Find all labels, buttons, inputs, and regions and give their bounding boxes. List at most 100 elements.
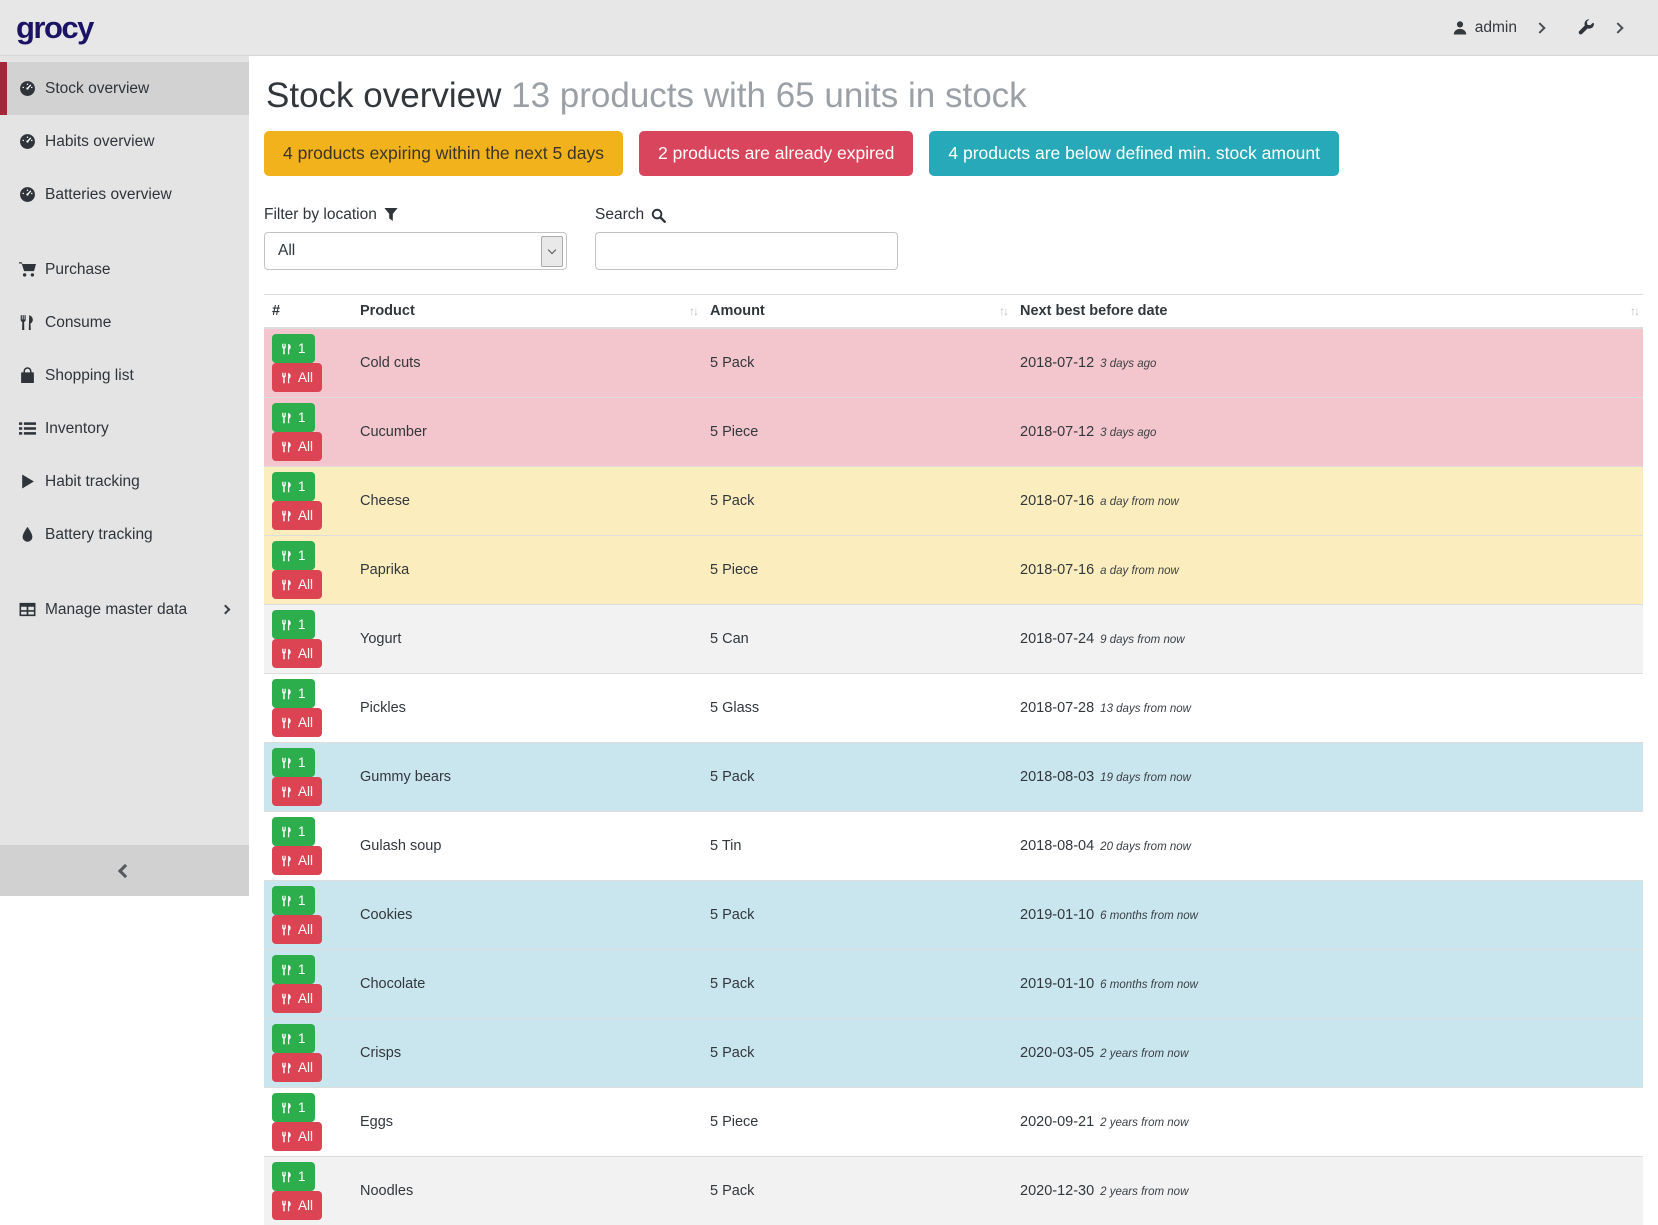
column-header-best-before[interactable]: Next best before date↑↓ [1012, 295, 1643, 329]
sort-icon[interactable]: ↑↓ [689, 304, 697, 318]
location-filter-select[interactable]: All [264, 232, 567, 270]
consume-all-label: All [298, 646, 313, 661]
table-row: 1 All Chocolate 5 Pack 2019-01-106 month… [264, 950, 1643, 1019]
sidebar-item-habits-overview[interactable]: Habits overview [0, 115, 249, 168]
sidebar-collapse-toggle[interactable] [0, 845, 249, 896]
sidebar-item-manage-master-data[interactable]: Manage master data [0, 583, 249, 636]
consume-all-label: All [298, 715, 313, 730]
consume-all-button[interactable]: All [272, 363, 322, 392]
consume-all-button[interactable]: All [272, 708, 322, 737]
consume-one-button[interactable]: 1 [272, 541, 315, 570]
product-cell: Eggs [352, 1088, 702, 1157]
sort-icon[interactable]: ↑↓ [999, 304, 1007, 318]
consume-one-button[interactable]: 1 [272, 403, 315, 432]
best-before-date: 2018-07-28 [1020, 700, 1094, 716]
select-dropdown-button[interactable] [541, 236, 563, 267]
best-before-cell: 2018-08-0420 days from now [1012, 812, 1643, 881]
consume-one-button[interactable]: 1 [272, 1024, 315, 1053]
consume-one-button[interactable]: 1 [272, 334, 315, 363]
consume-all-button[interactable]: All [272, 777, 322, 806]
amount-cell: 5 Pack [702, 743, 1012, 812]
consume-one-button[interactable]: 1 [272, 1162, 315, 1191]
consume-one-button[interactable]: 1 [272, 472, 315, 501]
consume-all-button[interactable]: All [272, 1053, 322, 1082]
amount-value: 5 Pack [710, 1045, 754, 1061]
consume-all-button[interactable]: All [272, 639, 322, 668]
best-before-cell: 2019-01-106 months from now [1012, 881, 1643, 950]
sidebar-item-consume[interactable]: Consume [0, 296, 249, 349]
expired-badge[interactable]: 2 products are already expired [639, 131, 913, 176]
sidebar-item-label: Inventory [45, 420, 109, 438]
chevron-down-icon [548, 245, 556, 253]
consume-all-button[interactable]: All [272, 501, 322, 530]
sidebar-item-stock-overview[interactable]: Stock overview [0, 62, 249, 115]
sidebar-item-label: Purchase [45, 261, 110, 279]
row-actions-cell: 1 All [264, 950, 352, 1019]
column-header-amount[interactable]: Amount ↑↓ [702, 295, 1012, 329]
consume-all-label: All [298, 1060, 313, 1075]
sidebar-item-inventory[interactable]: Inventory [0, 402, 249, 455]
consume-one-button[interactable]: 1 [272, 748, 315, 777]
table-header-row: # Product↑↓ Amount ↑↓ Next best before da… [264, 295, 1643, 329]
row-actions-cell: 1 All [264, 1019, 352, 1088]
best-before-cell: 2020-12-302 years from now [1012, 1157, 1643, 1225]
table-row: 1 All Pickles 5 Glass 2018-07-2813 days … [264, 674, 1643, 743]
product-cell: Crisps [352, 1019, 702, 1088]
table-row: 1 All Cookies 5 Pack 2019-01-106 months … [264, 881, 1643, 950]
consume-one-button[interactable]: 1 [272, 1093, 315, 1122]
amount-value: 5 Pack [710, 907, 754, 923]
gauge-icon [19, 186, 36, 203]
column-header-index: # [264, 295, 352, 329]
search-input[interactable] [595, 232, 898, 270]
product-name: Cheese [360, 493, 410, 509]
amount-value: 5 Piece [710, 424, 758, 440]
consume-all-button[interactable]: All [272, 915, 322, 944]
sidebar-item-label: Consume [45, 314, 111, 332]
consume-one-button[interactable]: 1 [272, 886, 315, 915]
best-before-relative: a day from now [1100, 565, 1179, 577]
sidebar-item-habit-tracking[interactable]: Habit tracking [0, 455, 249, 508]
table-row: 1 All Cold cuts 5 Pack 2018-07-123 days … [264, 328, 1643, 398]
column-header-label: Amount [710, 303, 765, 319]
filter-icon [384, 208, 398, 222]
below-min-stock-badge[interactable]: 4 products are below defined min. stock … [929, 131, 1339, 176]
sidebar-item-purchase[interactable]: Purchase [0, 243, 249, 296]
sidebar-item-batteries-overview[interactable]: Batteries overview [0, 168, 249, 221]
sort-icon[interactable]: ↑↓ [1630, 304, 1638, 318]
shopping-bag-icon [19, 367, 36, 384]
consume-one-label: 1 [298, 410, 306, 425]
utensils-icon [281, 924, 293, 936]
best-before-relative: 6 months from now [1100, 910, 1198, 922]
settings-menu[interactable] [1578, 19, 1622, 36]
consume-one-label: 1 [298, 1169, 306, 1184]
product-cell: Cookies [352, 881, 702, 950]
consume-one-button[interactable]: 1 [272, 817, 315, 846]
page-title-text: Stock overview [266, 76, 501, 115]
product-name: Crisps [360, 1045, 401, 1061]
expiring-badge[interactable]: 4 products expiring within the next 5 da… [264, 131, 623, 176]
utensils-icon [281, 1033, 293, 1045]
best-before-cell: 2018-07-123 days ago [1012, 398, 1643, 467]
app-logo[interactable]: grocy [16, 10, 93, 46]
column-header-product[interactable]: Product↑↓ [352, 295, 702, 329]
product-name: Pickles [360, 700, 406, 716]
consume-one-label: 1 [298, 479, 306, 494]
consume-one-button[interactable]: 1 [272, 610, 315, 639]
utensils-icon [281, 648, 293, 660]
consume-one-button[interactable]: 1 [272, 679, 315, 708]
sidebar-item-battery-tracking[interactable]: Battery tracking [0, 508, 249, 561]
table-row: 1 All Crisps 5 Pack 2020-03-052 years fr… [264, 1019, 1643, 1088]
product-cell: Pickles [352, 674, 702, 743]
best-before-relative: 9 days from now [1100, 634, 1184, 646]
consume-all-button[interactable]: All [272, 570, 322, 599]
best-before-date: 2020-09-21 [1020, 1114, 1094, 1130]
consume-all-button[interactable]: All [272, 432, 322, 461]
utensils-icon [281, 1102, 293, 1114]
consume-all-button[interactable]: All [272, 1122, 322, 1151]
user-menu[interactable]: admin [1452, 19, 1544, 37]
sidebar-item-shopping-list[interactable]: Shopping list [0, 349, 249, 402]
consume-all-button[interactable]: All [272, 984, 322, 1013]
consume-all-button[interactable]: All [272, 846, 322, 875]
consume-one-button[interactable]: 1 [272, 955, 315, 984]
consume-all-button[interactable]: All [272, 1191, 322, 1220]
